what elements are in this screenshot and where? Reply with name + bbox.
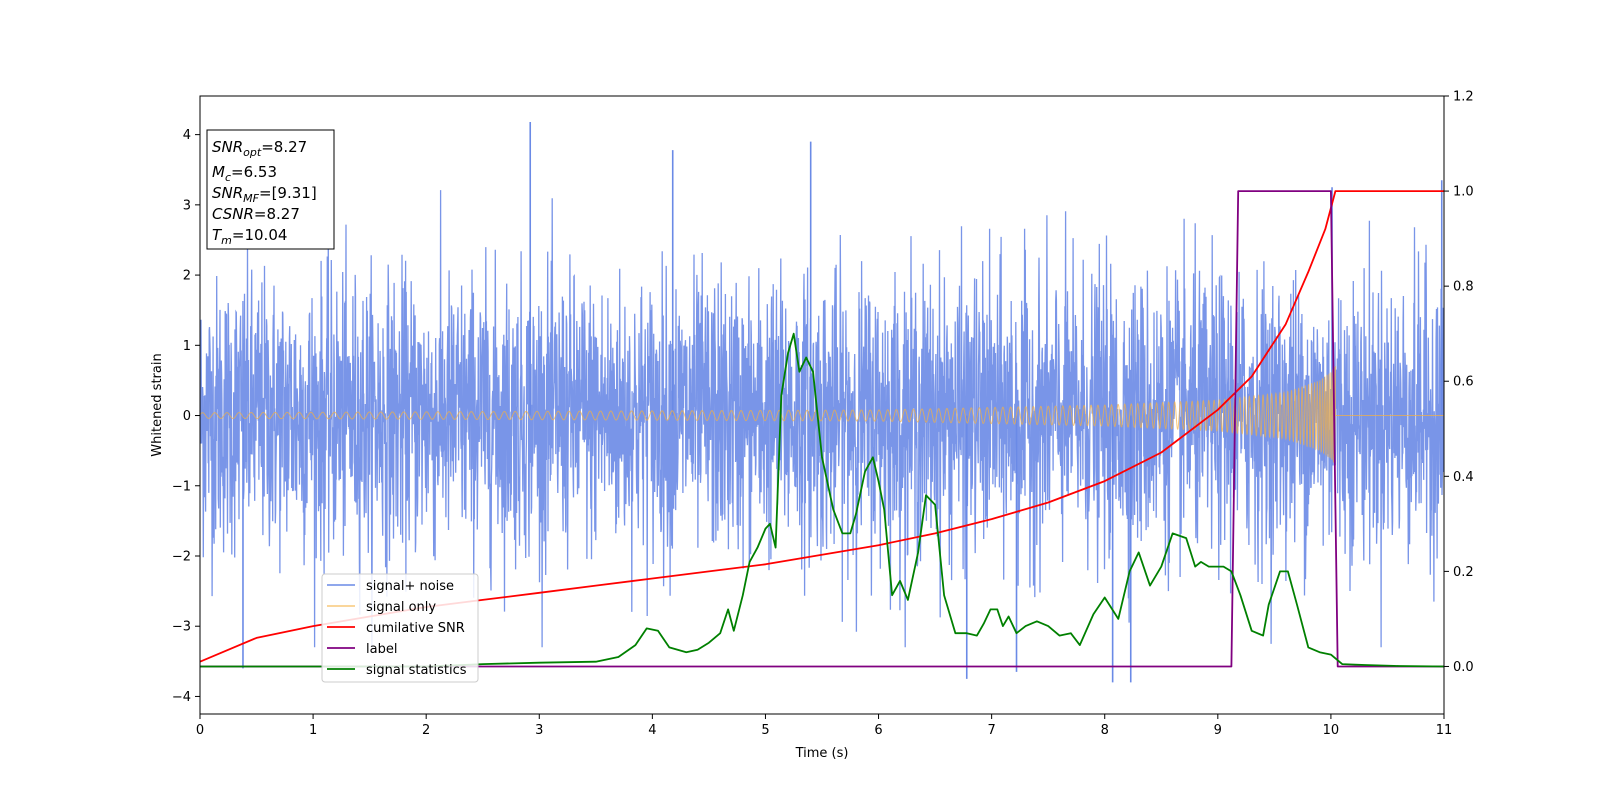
x-tick-label: 11 <box>1436 723 1453 738</box>
x-tick-label: 1 <box>309 723 317 738</box>
stats-row: Tm=10.04 <box>212 226 287 247</box>
x-axis-label: Time (s) <box>795 746 849 761</box>
y2-tick-label: 1.0 <box>1453 185 1474 200</box>
x-tick-label: 5 <box>761 723 769 738</box>
y2-tick-label: 0.8 <box>1453 280 1474 295</box>
y2-tick-label: 0.4 <box>1453 470 1474 485</box>
y-tick-label: −3 <box>172 620 191 635</box>
legend-frame <box>321 573 479 683</box>
y-tick-label: 3 <box>183 198 191 213</box>
y2-tick-label: 0.0 <box>1453 660 1474 675</box>
y-tick-label: 4 <box>183 128 191 143</box>
y-tick-label: 1 <box>183 339 191 354</box>
x-tick-label: 4 <box>648 723 656 738</box>
x-tick-label: 3 <box>535 723 543 738</box>
x-tick-label: 2 <box>422 723 430 738</box>
series-signal-statistics-line <box>200 332 1444 668</box>
legend-label: cumilative SNR <box>366 621 465 636</box>
y-tick-label: −2 <box>172 549 191 564</box>
legend-label: signal+ noise <box>366 579 454 594</box>
legend-label: label <box>366 642 397 657</box>
x-tick-label: 0 <box>196 723 204 738</box>
x-tick-label: 10 <box>1323 723 1340 738</box>
y-axis-label: Whitened strain <box>150 353 165 456</box>
x-tick-label: 9 <box>1214 723 1222 738</box>
stats-row: SNRMF=[9.31] <box>212 184 317 205</box>
y2-tick-label: 0.2 <box>1453 565 1474 580</box>
legend-label: signal only <box>366 600 436 615</box>
y2-tick-label: 1.2 <box>1453 90 1474 105</box>
y2-tick-label: 0.6 <box>1453 375 1474 390</box>
stats-row: SNRopt=8.27 <box>212 138 307 159</box>
stats-row: Mc=6.53 <box>212 163 277 184</box>
y-tick-label: −1 <box>172 479 191 494</box>
y-tick-label: 0 <box>183 409 191 424</box>
plot-frame <box>199 95 1445 715</box>
x-tick-label: 8 <box>1101 723 1109 738</box>
y-tick-label: −4 <box>172 690 191 705</box>
stats-box-frame <box>206 129 335 250</box>
series-signal-only-line <box>200 366 1444 464</box>
x-tick-label: 7 <box>987 723 995 738</box>
legend-label: signal statistics <box>366 663 467 678</box>
x-tick-label: 6 <box>874 723 882 738</box>
y-tick-label: 2 <box>183 269 191 284</box>
stats-row: CSNR=8.27 <box>212 205 300 223</box>
series-label-line <box>200 190 1444 668</box>
